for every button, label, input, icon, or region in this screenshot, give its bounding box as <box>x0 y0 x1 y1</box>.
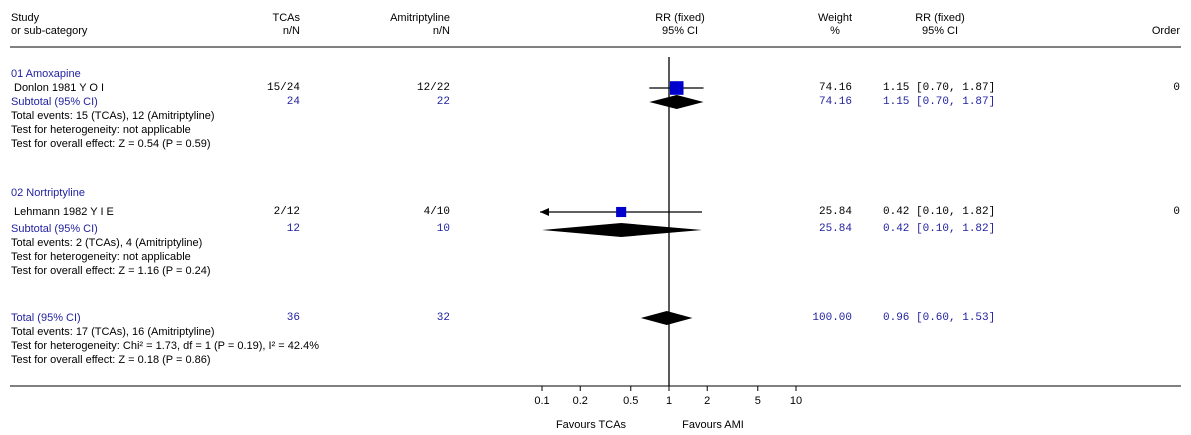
group-title: 01 Amoxapine <box>11 68 81 80</box>
study-order: 0 <box>1173 206 1180 218</box>
subtotal-ami: 22 <box>436 96 450 108</box>
axis-tick-label: 1 <box>666 395 672 407</box>
header-rrci-line2: 95% CI <box>921 25 959 37</box>
study-tcas: 2/12 <box>273 206 300 218</box>
study-ami: 4/10 <box>423 206 450 218</box>
total-weight: 100.00 <box>812 312 852 324</box>
study-tcas: 15/24 <box>266 82 300 94</box>
axis-tick-label: 10 <box>790 395 802 407</box>
note-heterogeneity: Test for heterogeneity: not applicable <box>11 124 191 136</box>
pooled-diamond <box>542 223 703 237</box>
subtotal-tcas: 24 <box>286 96 300 108</box>
favours-left-label: Favours TCAs <box>556 419 627 431</box>
pooled-diamond <box>640 311 693 325</box>
header-weight-line2: % <box>830 25 840 37</box>
header-study-line1: Study <box>11 12 40 24</box>
study-ami: 12/22 <box>416 82 450 94</box>
header-rrci-line1: RR (fixed) <box>915 12 965 24</box>
total-ami: 32 <box>436 312 450 324</box>
study-name: Donlon 1981 Y O I <box>14 82 105 94</box>
header-weight: Weight % <box>800 12 870 38</box>
note-events: Total events: 15 (TCAs), 12 (Amitriptyli… <box>11 110 215 122</box>
study-square <box>669 81 684 95</box>
axis-tick-label: 0.1 <box>534 395 549 407</box>
total-note-heterogeneity: Test for heterogeneity: Chi² = 1.73, df … <box>11 340 319 352</box>
study-ci: 1.15 [0.70, 1.87] <box>883 82 996 94</box>
pooled-diamond <box>649 95 704 109</box>
subtotal-label: Subtotal (95% CI) <box>11 223 98 235</box>
group-title: 02 Nortriptyline <box>11 187 85 199</box>
axis-tick-label: 2 <box>704 395 710 407</box>
axis-tick-label: 0.2 <box>573 395 588 407</box>
header-study-line2: or sub-category <box>11 25 88 37</box>
subtotal-ci: 0.42 [0.10, 1.82] <box>883 223 996 235</box>
header-ami: Amitriptyline n/N <box>390 12 450 38</box>
header-ami-line1: Amitriptyline <box>390 12 450 24</box>
header-weight-line1: Weight <box>817 12 853 24</box>
favours-right-label: Favours AMI <box>682 419 744 431</box>
header-tcas: TCAs n/N <box>273 12 301 38</box>
header-tcas-line2: n/N <box>282 25 300 37</box>
subtotal-ami: 10 <box>436 223 450 235</box>
study-ci: 0.42 [0.10, 1.82] <box>883 206 996 218</box>
total-tcas: 36 <box>286 312 300 324</box>
subtotal-tcas: 12 <box>286 223 300 235</box>
subtotal-ci: 1.15 [0.70, 1.87] <box>883 96 996 108</box>
header-study: Study or sub-category <box>11 12 87 38</box>
header-rrci: RR (fixed) 95% CI <box>880 12 1000 38</box>
header-rr-line2: 95% CI <box>661 25 699 37</box>
total-note-events: Total events: 17 (TCAs), 16 (Amitriptyli… <box>11 326 215 338</box>
header-ami-line2: n/N <box>432 25 450 37</box>
study-name: Lehmann 1982 Y I E <box>14 206 114 218</box>
header-rr: RR (fixed) 95% CI <box>620 12 740 38</box>
axis-tick-label: 0.5 <box>623 395 638 407</box>
total-note-overall-effect: Test for overall effect: Z = 0.18 (P = 0… <box>11 354 211 366</box>
header-tcas-line1: TCAs <box>272 12 301 24</box>
note-heterogeneity: Test for heterogeneity: not applicable <box>11 251 191 263</box>
subtotal-weight: 74.16 <box>818 96 852 108</box>
subtotal-weight: 25.84 <box>818 223 852 235</box>
study-weight: 25.84 <box>818 206 852 218</box>
study-order: 0 <box>1173 82 1180 94</box>
subtotal-label: Subtotal (95% CI) <box>11 96 98 108</box>
header-order: Order <box>1151 25 1180 37</box>
total-label: Total (95% CI) <box>11 312 81 324</box>
header-rr-line1: RR (fixed) <box>655 12 705 24</box>
ci-arrow-left <box>540 208 549 216</box>
note-overall-effect: Test for overall effect: Z = 0.54 (P = 0… <box>11 138 211 150</box>
study-square <box>616 206 627 218</box>
note-events: Total events: 2 (TCAs), 4 (Amitriptyline… <box>11 237 203 249</box>
total-ci: 0.96 [0.60, 1.53] <box>883 312 996 324</box>
axis-tick-label: 5 <box>755 395 761 407</box>
study-weight: 74.16 <box>818 82 852 94</box>
note-overall-effect: Test for overall effect: Z = 1.16 (P = 0… <box>11 265 211 277</box>
